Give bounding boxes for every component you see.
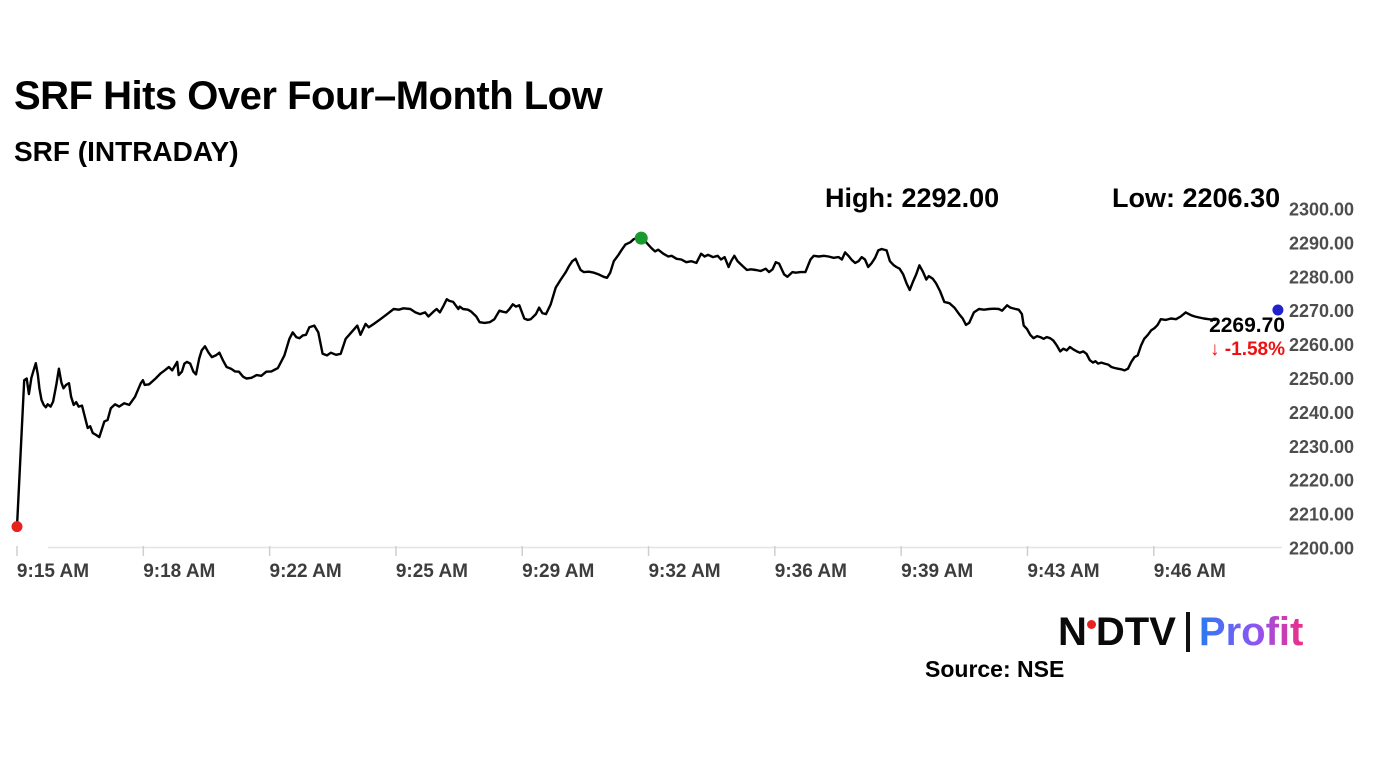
y-axis-label: 2300.00 [1289,200,1354,220]
y-axis-label: 2200.00 [1289,539,1354,559]
price-change-pct: -1.58% [1224,339,1285,361]
y-axis-label: 2230.00 [1289,437,1354,457]
x-axis-label: 9:18 AM [143,561,215,582]
low-stat: Low: 2206.30 [1112,183,1280,214]
ndtv-n: N [1058,609,1087,654]
source-attribution: Source: NSE [925,656,1065,682]
x-axis-label: 9:32 AM [648,561,720,582]
x-axis-label: 9:15 AM [17,561,89,582]
logo-divider [1185,612,1190,652]
y-axis-label: 2290.00 [1289,233,1354,253]
y-axis-label: 2260.00 [1289,335,1354,355]
x-axis-label: 9:36 AM [775,561,847,582]
y-axis-label: 2220.00 [1289,471,1354,491]
high-label: High: [825,183,894,213]
y-axis-label: 2250.00 [1289,369,1354,389]
ndtv-wordmark: N DTV [1058,610,1176,655]
profit-wordmark: Profit [1198,609,1304,654]
y-axis-label: 2280.00 [1289,267,1354,287]
y-axis-label: 2210.00 [1289,505,1354,525]
last-price-callout: 2269.70 ↓ -1.58% [1209,314,1285,361]
page-title: SRF Hits Over Four–Month Low [14,74,603,118]
y-axis-label: 2270.00 [1289,301,1354,321]
x-axis-label: 9:39 AM [901,561,973,582]
x-axis-label: 9:43 AM [1027,561,1099,582]
down-arrow-icon: ↓ [1210,339,1220,361]
y-axis-label: 2240.00 [1289,403,1354,423]
x-axis-label: 9:46 AM [1154,561,1226,582]
low-marker [11,521,23,533]
ndtv-profit-logo: N DTV Profit [1058,610,1303,654]
ndtv-dtv: DTV [1095,609,1176,654]
price-change: ↓ -1.58% [1209,339,1285,361]
low-value: 2206.30 [1182,183,1281,213]
last-price-value: 2269.70 [1209,314,1285,337]
chart-subtitle: SRF (INTRADAY) [14,136,239,167]
high-stat: High: 2292.00 [825,183,999,214]
x-axis-label: 9:22 AM [270,561,342,582]
high-marker [634,231,648,245]
x-axis-label: 9:29 AM [522,561,594,582]
high-value: 2292.00 [901,183,1000,213]
last-price-marker [1272,304,1284,316]
ndtv-red-dot-icon [1086,619,1096,629]
low-label: Low: [1112,183,1175,213]
price-line [15,234,1217,528]
x-axis-label: 9:25 AM [396,561,468,582]
